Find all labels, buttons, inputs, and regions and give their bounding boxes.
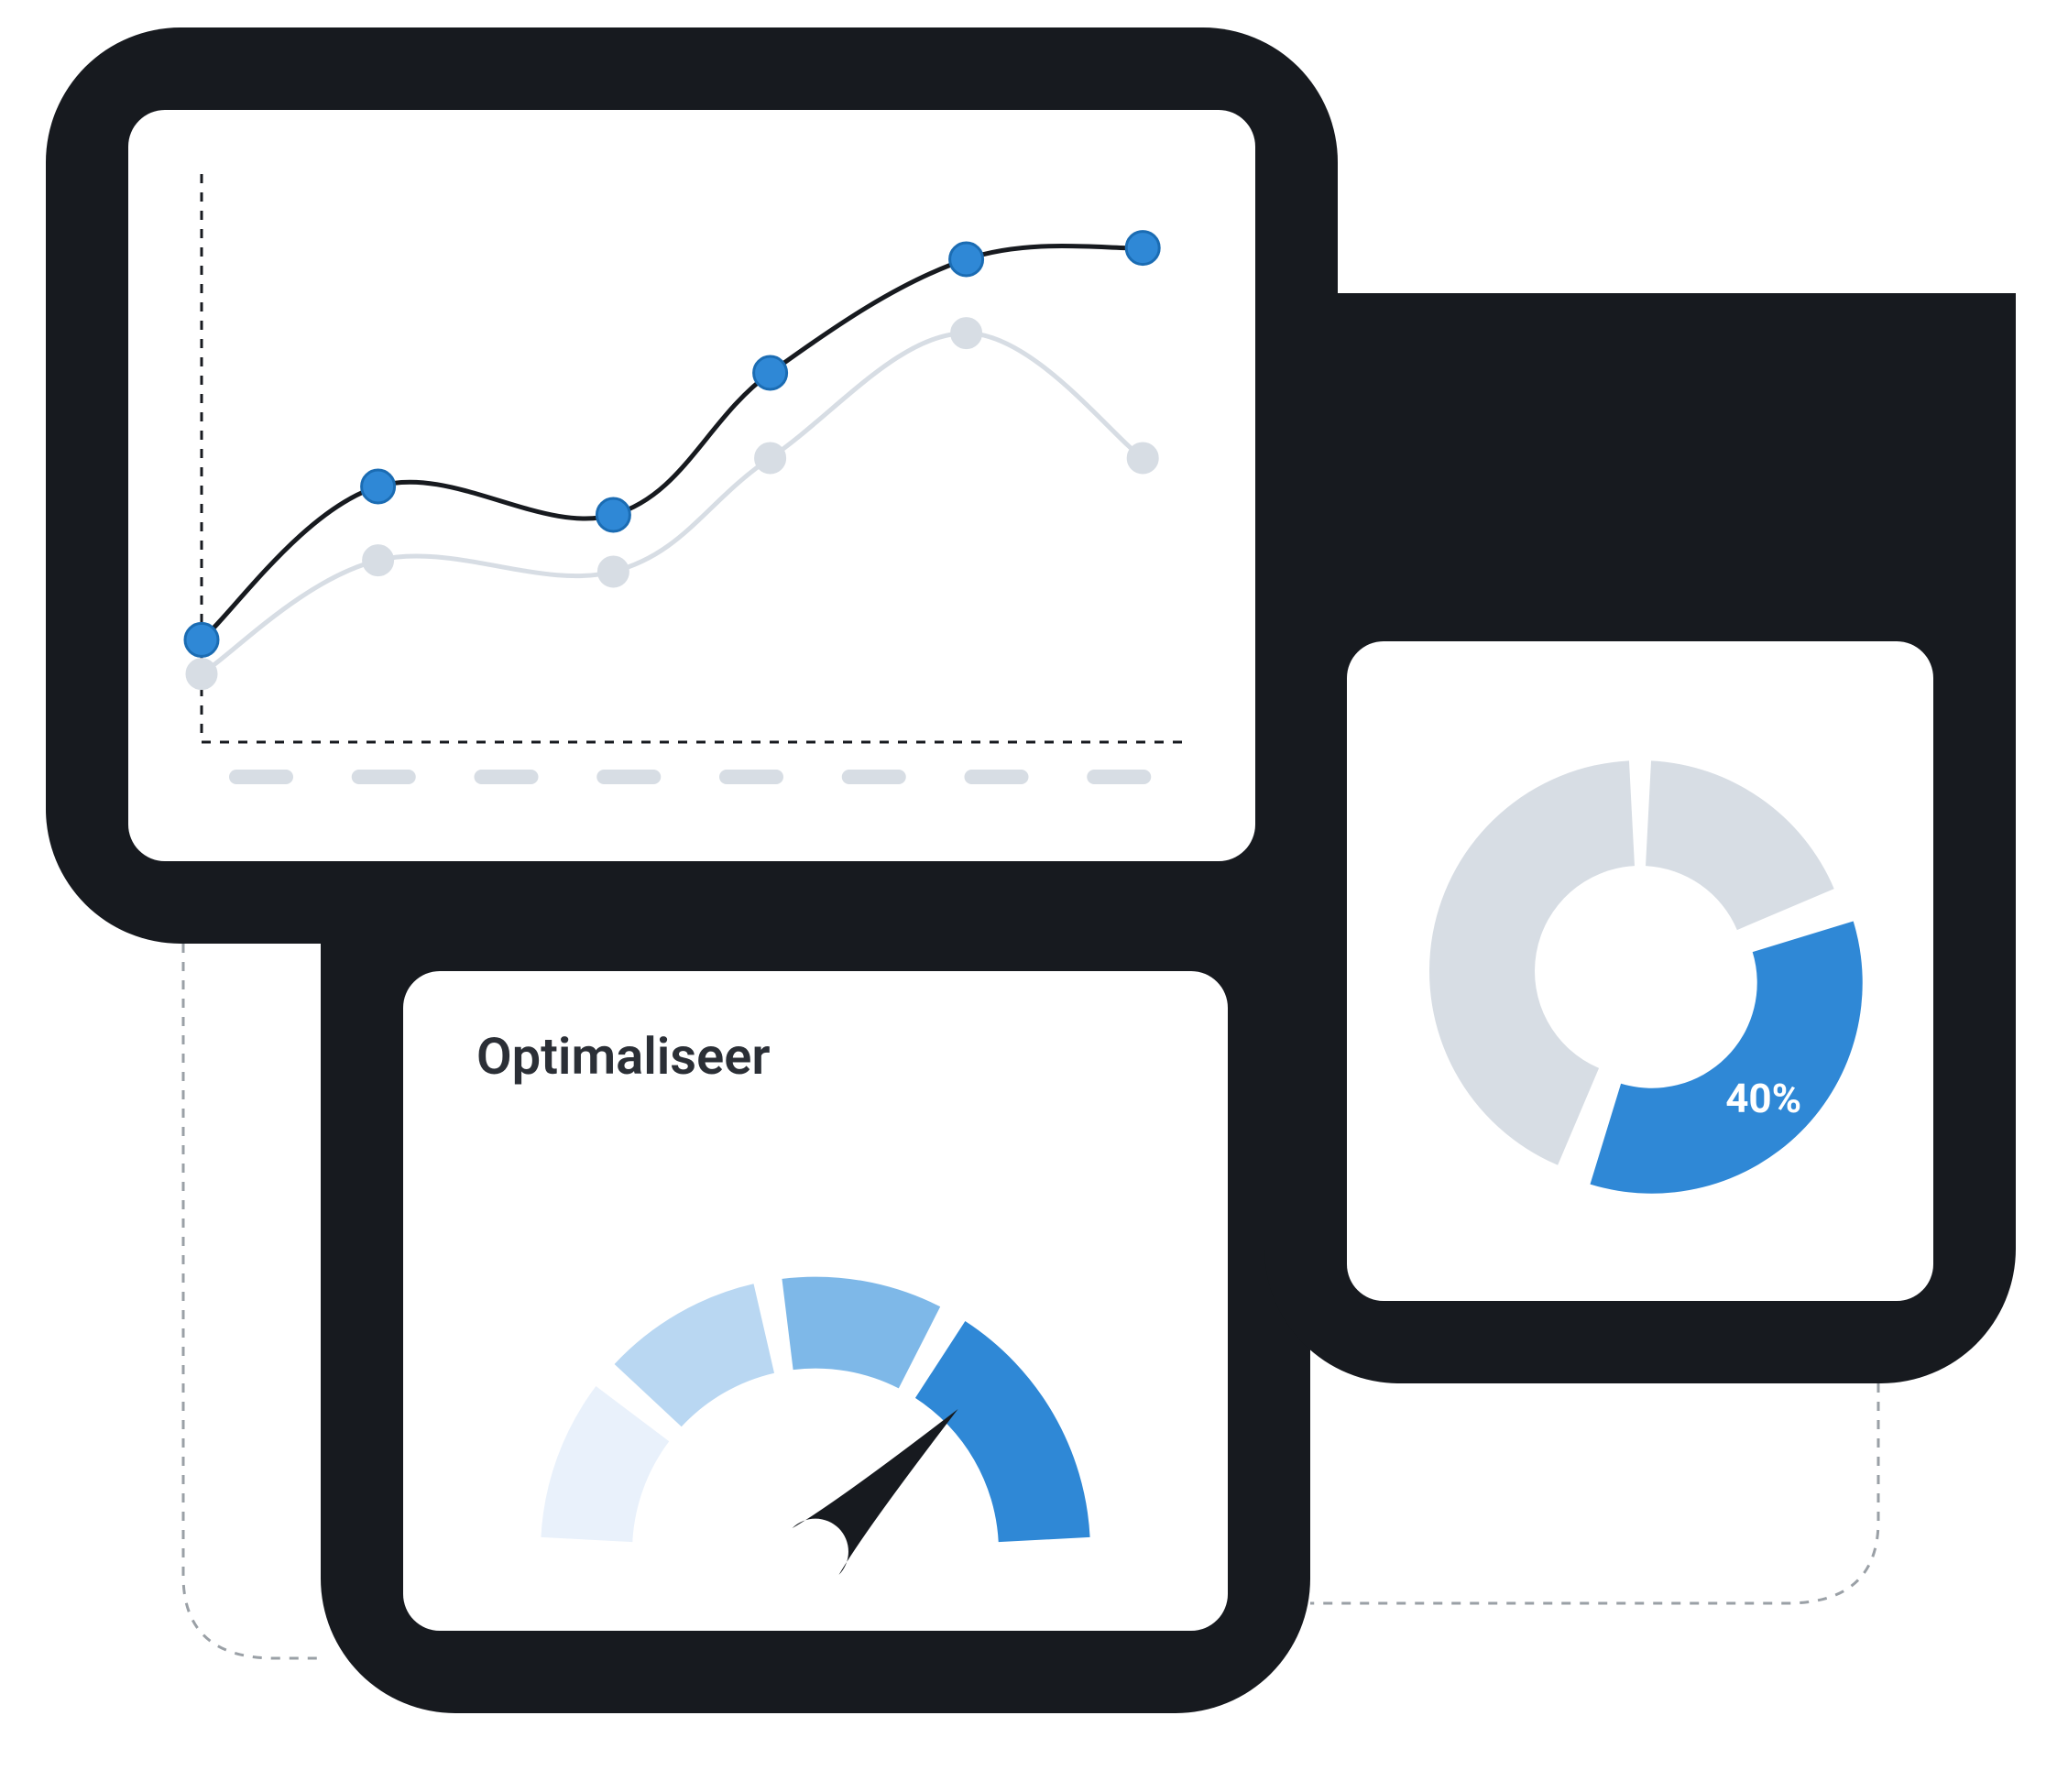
x-tick — [475, 770, 539, 784]
line-marker-primary — [754, 356, 787, 389]
x-tick — [719, 770, 783, 784]
line-chart-panel — [128, 110, 1255, 861]
x-tick — [229, 770, 293, 784]
gauge-panel-title: Optimaliseer — [476, 1026, 771, 1087]
line-marker-primary — [950, 243, 983, 276]
line-marker-secondary — [756, 443, 785, 473]
line-marker-secondary — [952, 319, 981, 348]
x-tick — [596, 770, 661, 784]
line-marker-primary — [596, 498, 629, 531]
line-marker-secondary — [364, 546, 393, 575]
dashboard-infographic: Optimaliseer 40% — [0, 0, 2057, 1792]
donut-slice-label: 40% — [1709, 1075, 1819, 1122]
x-tick — [842, 770, 906, 784]
x-tick — [1087, 770, 1151, 784]
line-marker-secondary — [1128, 443, 1157, 473]
line-marker-primary — [1126, 232, 1159, 265]
line-marker-primary — [362, 470, 395, 503]
line-marker-secondary — [187, 660, 216, 689]
line-marker-secondary — [598, 557, 628, 586]
line-marker-primary — [185, 623, 218, 656]
x-tick — [352, 770, 416, 784]
canvas-svg — [0, 0, 2057, 1792]
x-tick — [965, 770, 1029, 784]
